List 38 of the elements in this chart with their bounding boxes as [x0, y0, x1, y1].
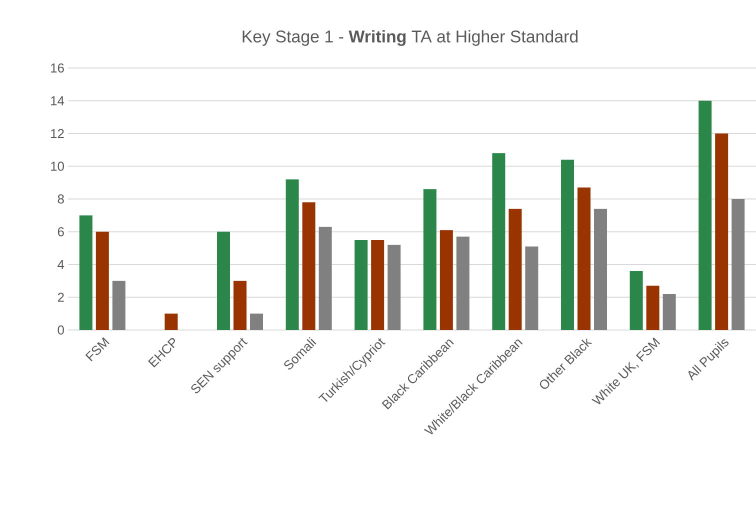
y-tick-label: 10 — [51, 162, 64, 171]
bar — [354, 240, 368, 330]
bar — [112, 280, 126, 330]
bar — [423, 189, 436, 330]
bar — [630, 271, 643, 330]
bar — [646, 286, 660, 330]
y-tick-label: 6 — [58, 227, 64, 236]
bar — [492, 153, 506, 330]
bar — [234, 280, 247, 330]
y-tick-label: 2 — [58, 292, 64, 302]
bar — [715, 134, 728, 330]
bar — [594, 208, 608, 330]
bar — [440, 230, 453, 330]
y-tick-label: 0 — [58, 325, 64, 335]
bar — [371, 240, 384, 330]
bar — [456, 236, 470, 330]
bar — [698, 100, 712, 330]
bar — [79, 215, 92, 330]
bar — [732, 199, 745, 330]
y-tick-label: 4 — [58, 260, 64, 269]
bar — [525, 246, 538, 330]
bar — [662, 294, 676, 330]
bar — [250, 314, 264, 330]
bar — [561, 160, 574, 330]
y-tick-label: 16 — [51, 63, 64, 73]
bar — [217, 232, 230, 330]
bar — [164, 314, 178, 330]
bar — [578, 188, 591, 330]
bar — [286, 179, 299, 330]
chart-title: Key Stage 1 - Writing TA at Higher Standard — [242, 30, 578, 46]
bar — [508, 208, 522, 330]
y-tick-label: 14 — [51, 96, 64, 106]
bar — [318, 226, 332, 330]
bar — [302, 202, 316, 330]
y-tick-label: 8 — [58, 194, 64, 204]
y-tick-label: 12 — [51, 128, 64, 138]
bar — [96, 232, 109, 330]
bar — [388, 244, 401, 330]
